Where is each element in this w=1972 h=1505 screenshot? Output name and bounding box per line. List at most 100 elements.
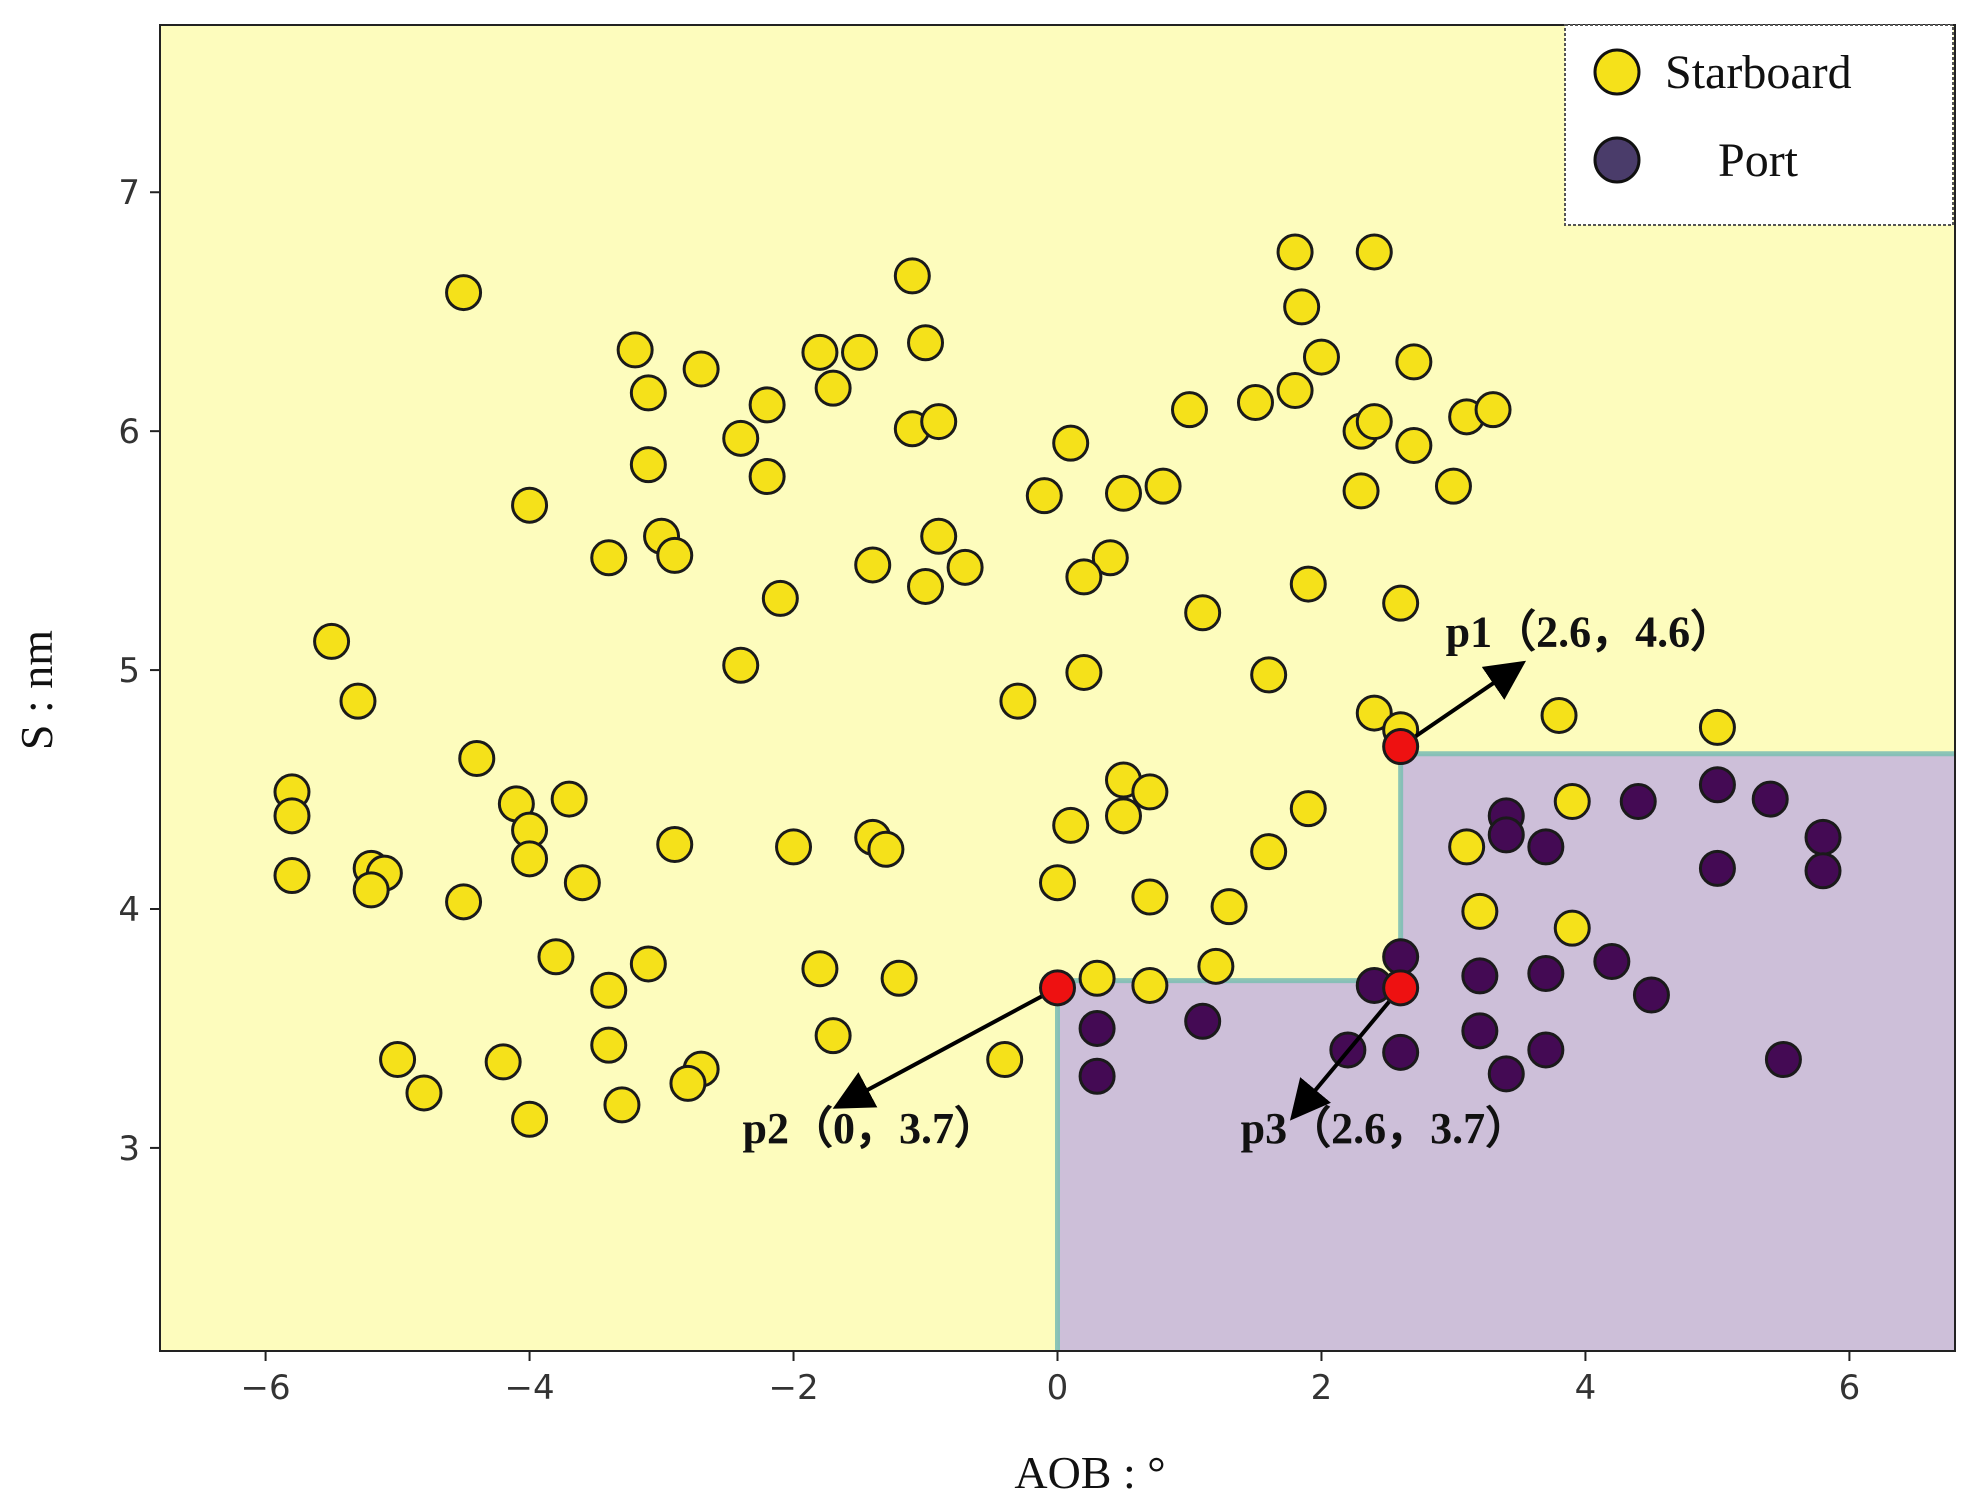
port-point: [1487, 1055, 1525, 1093]
port-point: [1593, 943, 1631, 981]
starboard-point: [339, 682, 377, 720]
starboard-point: [458, 739, 496, 777]
starboard-point: [537, 938, 575, 976]
y-tick-label: 4: [118, 890, 140, 930]
starboard-point: [761, 579, 799, 617]
legend: Starboard Port: [1564, 24, 1954, 226]
port-decision-region: [1057, 753, 1955, 1351]
starboard-point: [1448, 828, 1486, 866]
starboard-point: [616, 331, 654, 369]
starboard-point: [656, 825, 694, 863]
port-point: [1698, 849, 1736, 887]
starboard-point: [1236, 383, 1274, 421]
annotation-layer: p1（2.6，4.6） p2（0，3.7） p3（2.6，3.7）: [743, 608, 1735, 1153]
starboard-point: [1289, 790, 1327, 828]
starboard-point: [563, 864, 601, 902]
starboard-point: [880, 959, 918, 997]
starboard-point: [1025, 477, 1063, 515]
starboard-point: [1052, 424, 1090, 462]
starboard-point: [445, 274, 483, 312]
starboard-point: [1131, 966, 1169, 1004]
starboard-point: [814, 369, 852, 407]
starboard-point: [722, 419, 760, 457]
starboard-point: [1131, 773, 1169, 811]
starboard-point: [1052, 806, 1090, 844]
y-tick-label: 5: [118, 651, 140, 691]
starboard-point: [629, 945, 667, 983]
starboard-point: [1078, 959, 1116, 997]
starboard-point: [1131, 878, 1169, 916]
port-point: [1764, 1041, 1802, 1079]
starboard-point: [920, 517, 958, 555]
starboard-point: [313, 622, 351, 660]
starboard-point: [801, 950, 839, 988]
starboard-point: [445, 883, 483, 921]
starboard-point: [405, 1074, 443, 1112]
starboard-point: [1540, 696, 1578, 734]
legend-label-starboard: Starboard: [1665, 46, 1852, 99]
starboard-point: [1065, 558, 1103, 596]
starboard-point: [590, 539, 628, 577]
starboard-point: [999, 682, 1037, 720]
starboard-point: [603, 1086, 641, 1124]
starboard-point: [1104, 474, 1142, 512]
starboard-point: [893, 257, 931, 295]
starboard-point: [1276, 233, 1314, 271]
legend-marker-port: [1593, 136, 1641, 184]
starboard-point: [1553, 782, 1591, 820]
starboard-point: [722, 646, 760, 684]
starboard-point: [1065, 653, 1103, 691]
starboard-point: [814, 1017, 852, 1055]
starboard-point: [1184, 594, 1222, 632]
port-point: [1698, 766, 1736, 804]
starboard-point: [1104, 797, 1142, 835]
starboard-point: [801, 333, 839, 371]
starboard-point: [986, 1041, 1024, 1079]
x-tick-label: 2: [1311, 1368, 1333, 1408]
starboard-point: [1355, 403, 1393, 441]
annotation-label: p2（0，3.7）: [743, 1104, 998, 1153]
highlight-point: [1039, 969, 1076, 1007]
port-point: [1804, 818, 1842, 856]
port-point: [1382, 1033, 1420, 1071]
port-point: [1078, 1057, 1116, 1095]
starboard-point: [775, 828, 813, 866]
starboard-point: [1553, 909, 1591, 947]
annotation-arrow: [1399, 660, 1527, 749]
starboard-point: [682, 350, 720, 388]
points-layer: [273, 233, 1842, 1138]
y-tick-label: 7: [118, 173, 140, 213]
annotation-label: p3（2.6，3.7）: [1241, 1104, 1529, 1153]
starboard-point: [1395, 426, 1433, 464]
annotation-arrow: [1289, 986, 1403, 1121]
starboard-point: [1461, 892, 1499, 930]
starboard-point: [629, 446, 667, 484]
starboard-point: [1250, 833, 1288, 871]
starboard-point: [1210, 888, 1248, 926]
starboard-point: [273, 857, 311, 895]
starboard-point: [590, 1026, 628, 1064]
y-axis-ticks: 3 4 5 6 7: [118, 173, 160, 1169]
x-tick-label: −6: [241, 1368, 291, 1408]
port-point: [1527, 955, 1565, 993]
starboard-point: [1698, 708, 1736, 746]
starboard-point: [1289, 565, 1327, 603]
port-point: [1461, 957, 1499, 995]
x-tick-label: −2: [768, 1368, 818, 1408]
annotation-arrow: [832, 986, 1059, 1109]
x-axis-label: AOB : °: [1014, 1447, 1165, 1498]
port-point: [1527, 1031, 1565, 1069]
starboard-point: [867, 830, 905, 868]
port-point: [1632, 976, 1670, 1014]
starboard-point: [748, 386, 786, 424]
starboard-point: [550, 780, 588, 818]
starboard-point: [907, 324, 945, 362]
starboard-point: [511, 1100, 549, 1138]
starboard-point: [1144, 467, 1182, 505]
starboard-point: [656, 536, 694, 574]
starboard-point: [379, 1041, 417, 1079]
starboard-point: [352, 871, 390, 909]
starboard-point: [590, 971, 628, 1009]
starboard-point: [946, 548, 984, 586]
